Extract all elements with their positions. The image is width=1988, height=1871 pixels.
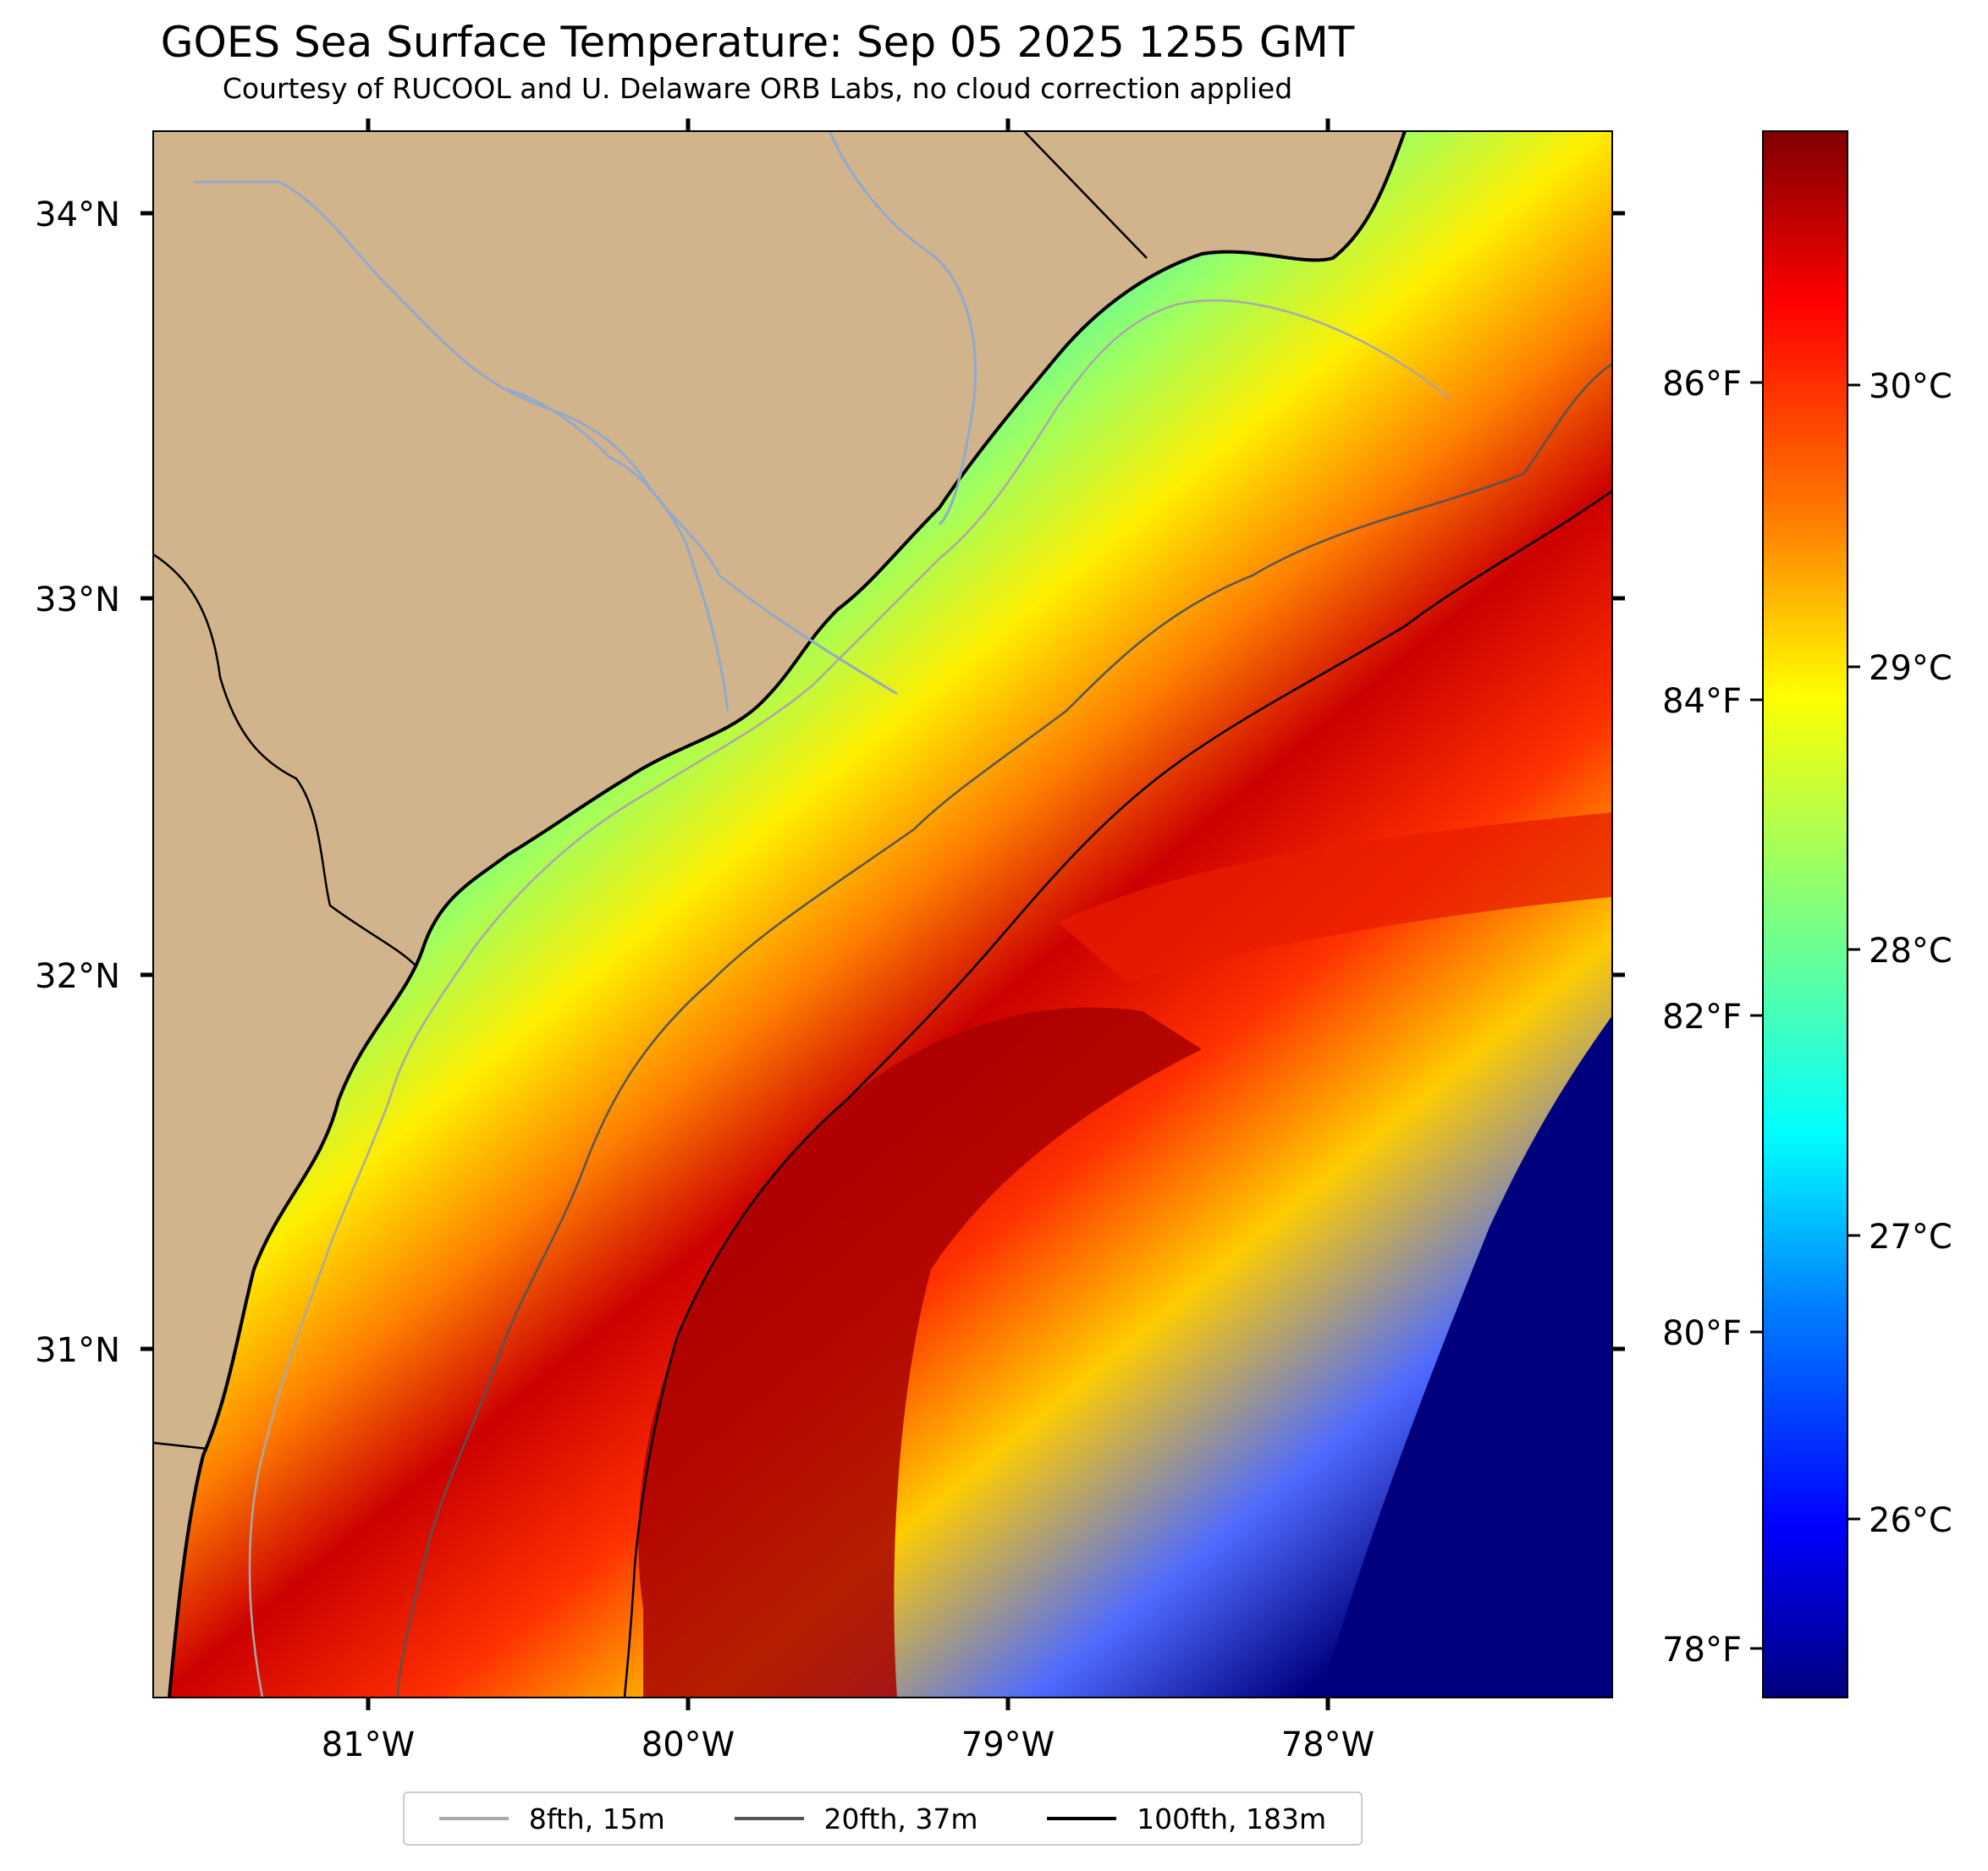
legend-label: 20fth, 37m [823, 1802, 978, 1835]
legend-item-100fth: 100fth, 183m [1047, 1802, 1326, 1835]
legend-swatch [734, 1817, 804, 1820]
celsius-tick-label: 27°C [1869, 1218, 1952, 1257]
lon-tick-label: 80°W [642, 1725, 735, 1764]
isobath-20fth [396, 362, 1612, 1698]
lat-tick-label: 32°N [35, 957, 120, 996]
legend-swatch [1047, 1817, 1117, 1820]
fahrenheit-tick-label: 78°F [1662, 1631, 1742, 1670]
river [507, 388, 730, 712]
sst-map [153, 131, 1612, 1698]
land-mass [153, 131, 1405, 1698]
map-frame [152, 130, 1613, 1698]
fahrenheit-tick-label: 82°F [1662, 998, 1742, 1037]
isobath-legend: 8fth, 15m 20fth, 37m 100fth, 183m [403, 1791, 1363, 1846]
lat-tick-label: 33°N [35, 581, 120, 619]
lon-tick-label: 79°W [961, 1725, 1055, 1764]
state-border [153, 553, 416, 966]
state-border [153, 1441, 208, 1450]
fahrenheit-tick-label: 80°F [1662, 1314, 1742, 1353]
legend-label: 8fth, 15m [528, 1802, 665, 1835]
lat-tick-label: 34°N [35, 195, 120, 234]
lon-tick-label: 81°W [322, 1725, 415, 1764]
coastline [168, 131, 1407, 1698]
eastern-cloud-mask [1320, 1015, 1612, 1698]
lat-tick-label: 31°N [35, 1331, 120, 1370]
river [195, 180, 898, 696]
celsius-tick-label: 26°C [1869, 1501, 1952, 1540]
legend-item-8fth: 8fth, 15m [438, 1802, 665, 1835]
fahrenheit-tick-label: 84°F [1662, 682, 1742, 721]
isobath-100fth [623, 489, 1612, 1698]
gulf-stream-core [638, 1007, 1202, 1698]
legend-label: 100fth, 183m [1137, 1802, 1327, 1835]
colorbar-ticks [1750, 381, 1860, 1650]
legend-swatch [438, 1817, 509, 1820]
map-title: GOES Sea Surface Temperature: Sep 05 202… [160, 18, 1355, 67]
state-border [1023, 131, 1148, 259]
celsius-tick-label: 30°C [1869, 367, 1952, 406]
legend-item-20fth: 20fth, 37m [734, 1802, 978, 1835]
isobath-8fth [248, 299, 1450, 1698]
river [828, 131, 977, 526]
map-subtitle: Courtesy of RUCOOL and U. Delaware ORB L… [222, 72, 1293, 105]
colorbar [1762, 130, 1848, 1698]
fahrenheit-tick-label: 86°F [1662, 365, 1742, 404]
major-ticks [140, 118, 1625, 1710]
celsius-tick-label: 28°C [1869, 932, 1952, 971]
celsius-tick-label: 29°C [1869, 649, 1952, 688]
warm-filament [1058, 812, 1612, 982]
lon-tick-label: 78°W [1281, 1725, 1374, 1764]
